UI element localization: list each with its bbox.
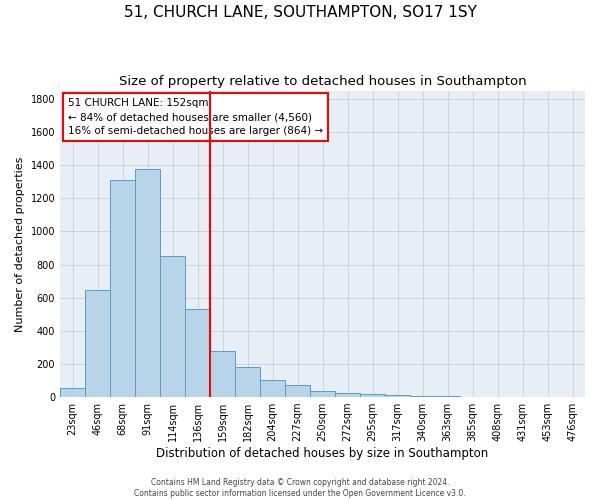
Bar [60,388,85,397]
Bar [260,380,285,397]
Bar [410,396,435,397]
Bar [360,394,385,397]
Text: 51 CHURCH LANE: 152sqm
← 84% of detached houses are smaller (4,560)
16% of semi-: 51 CHURCH LANE: 152sqm ← 84% of detached… [68,98,323,136]
Bar [135,170,160,397]
Y-axis label: Number of detached properties: Number of detached properties [15,156,25,332]
Title: Size of property relative to detached houses in Southampton: Size of property relative to detached ho… [119,75,526,88]
Bar [310,392,335,397]
Bar [285,386,310,397]
X-axis label: Distribution of detached houses by size in Southampton: Distribution of detached houses by size … [157,447,488,460]
Bar [160,256,185,397]
Text: Contains HM Land Registry data © Crown copyright and database right 2024.
Contai: Contains HM Land Registry data © Crown c… [134,478,466,498]
Bar [385,396,410,397]
Text: 51, CHURCH LANE, SOUTHAMPTON, SO17 1SY: 51, CHURCH LANE, SOUTHAMPTON, SO17 1SY [124,5,476,20]
Bar [235,368,260,397]
Bar [335,393,360,397]
Bar [435,396,460,397]
Bar [85,290,110,397]
Bar [110,180,135,397]
Bar [185,310,210,397]
Bar [210,350,235,397]
